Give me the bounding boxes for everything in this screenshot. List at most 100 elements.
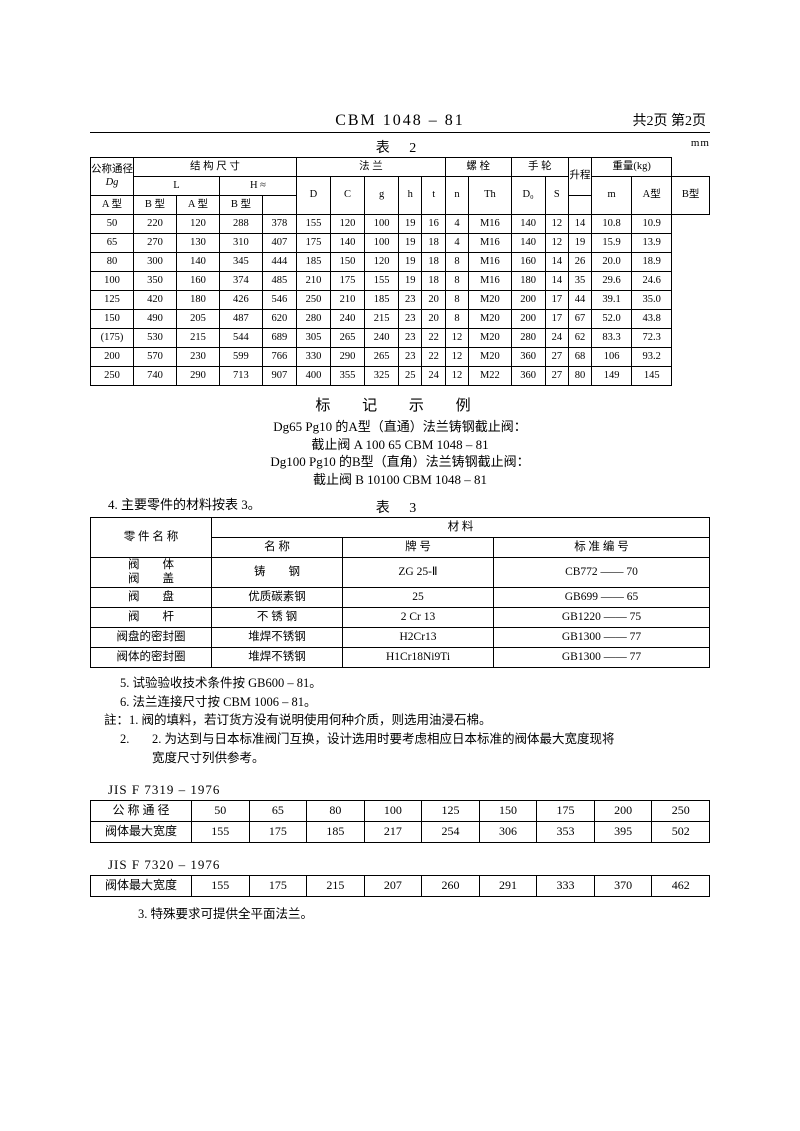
note-5: 5. 试验验收技术条件按 GB600 – 81。: [120, 674, 710, 693]
table-cell: M16: [469, 253, 511, 272]
table-cell: 120: [365, 253, 399, 272]
table-cell: 106: [592, 348, 632, 367]
table-cell: 145: [632, 367, 672, 386]
table-cell: 374: [219, 272, 262, 291]
table-cell: 140: [331, 234, 365, 253]
table-cell: GB1300 —— 77: [494, 647, 710, 667]
table-cell: 80: [91, 253, 134, 272]
table-cell: 22: [422, 329, 445, 348]
table-cell: 10.9: [632, 215, 672, 234]
table-cell: CB772 —— 70: [494, 558, 710, 587]
table-cell: 18: [422, 234, 445, 253]
table-cell: 620: [262, 310, 296, 329]
table-cell: 240: [365, 329, 399, 348]
table-cell: 18.9: [632, 253, 672, 272]
t2-dg-head: 公称通径 Dg: [91, 158, 134, 196]
table-cell: 8: [445, 253, 468, 272]
doc-number: CBM 1048 – 81: [335, 112, 465, 130]
table-cell: 16: [422, 215, 445, 234]
table-cell: 250: [652, 800, 710, 821]
table-cell: (175): [91, 329, 134, 348]
page-count: 共2页 第2页: [633, 110, 707, 130]
table-cell: 205: [176, 310, 219, 329]
table-cell: 544: [219, 329, 262, 348]
table-cell: 阀 体阀 盖: [91, 558, 212, 587]
table-cell: 180: [176, 291, 219, 310]
table-cell: 530: [134, 329, 177, 348]
jis-row-label: 公 称 通 径: [91, 800, 192, 821]
table-cell: 175: [537, 800, 595, 821]
table-cell: M20: [469, 348, 511, 367]
table-cell: 22: [422, 348, 445, 367]
table-cell: 50: [91, 215, 134, 234]
table-cell: GB699 —— 65: [494, 587, 710, 607]
table-cell: 200: [594, 800, 652, 821]
table-cell: 260: [422, 875, 480, 896]
table-cell: 713: [219, 367, 262, 386]
table-cell: 485: [262, 272, 296, 291]
table-cell: 18: [422, 272, 445, 291]
table-cell: 426: [219, 291, 262, 310]
table-cell: 17: [545, 310, 568, 329]
table-cell: 12: [545, 215, 568, 234]
jis1-label: JIS F 7319 – 1976: [108, 782, 710, 798]
table-cell: 400: [296, 367, 330, 386]
table-cell: 907: [262, 367, 296, 386]
table-cell: 4: [445, 215, 468, 234]
table2-caption: 表 2 mm: [90, 137, 710, 157]
table-cell: 23: [399, 329, 422, 348]
note-zhu2-num: 2.: [120, 730, 152, 749]
table-cell: M20: [469, 310, 511, 329]
table-cell: 125: [91, 291, 134, 310]
table-cell: 20: [422, 310, 445, 329]
table-cell: 铸 钢: [212, 558, 343, 587]
jis2-table: 阀体最大宽度155175215207260291333370462: [90, 875, 710, 897]
table-cell: 210: [331, 291, 365, 310]
table-cell: 350: [134, 272, 177, 291]
table-cell: 120: [176, 215, 219, 234]
table-cell: 207: [364, 875, 422, 896]
table-cell: 175: [249, 821, 307, 842]
table-cell: 306: [479, 821, 537, 842]
t3-mat-head: 材 料: [212, 518, 710, 538]
table-cell: 355: [331, 367, 365, 386]
table-cell: 150: [331, 253, 365, 272]
table-cell: 140: [176, 253, 219, 272]
table-cell: 353: [537, 821, 595, 842]
table-cell: 100: [365, 234, 399, 253]
table-cell: 优质碳素钢: [212, 587, 343, 607]
table-cell: 20.0: [592, 253, 632, 272]
table-cell: 83.3: [592, 329, 632, 348]
table-cell: 68: [569, 348, 592, 367]
notes-block: 5. 试验验收技术条件按 GB600 – 81。 6. 法兰连接尺寸按 CBM …: [120, 674, 710, 768]
table-cell: 100: [91, 272, 134, 291]
t2-struct-head: 结 构 尺 寸: [134, 158, 297, 177]
t3-grade-head: 牌 号: [343, 538, 494, 558]
table-cell: 300: [134, 253, 177, 272]
table-cell: 360: [511, 348, 545, 367]
table-cell: M22: [469, 367, 511, 386]
table-cell: 250: [296, 291, 330, 310]
table-cell: 14: [545, 272, 568, 291]
table-cell: 2 Cr 13: [343, 607, 494, 627]
table-cell: 689: [262, 329, 296, 348]
table-cell: 8: [445, 272, 468, 291]
table-cell: 155: [296, 215, 330, 234]
table-cell: 280: [511, 329, 545, 348]
example-title: 标 记 示 例: [90, 396, 710, 416]
table-cell: 254: [422, 821, 480, 842]
table-cell: 12: [445, 348, 468, 367]
table-cell: 27: [545, 348, 568, 367]
table-cell: 395: [594, 821, 652, 842]
table-cell: 180: [511, 272, 545, 291]
note-zhu1: 註：1. 阀的填料，若订货方没有说明使用何种介质，则选用油浸石棉。: [104, 711, 710, 730]
example-line2: 截止阀 A 100 65 CBM 1048 – 81: [90, 436, 710, 454]
table-cell: 599: [219, 348, 262, 367]
table-cell: 18: [422, 253, 445, 272]
table-cell: 140: [511, 215, 545, 234]
table-cell: GB1300 —— 77: [494, 627, 710, 647]
table-cell: M16: [469, 215, 511, 234]
example-line4: 截止阀 B 10100 CBM 1048 – 81: [90, 471, 710, 489]
table-cell: 24: [545, 329, 568, 348]
table-cell: 270: [134, 234, 177, 253]
